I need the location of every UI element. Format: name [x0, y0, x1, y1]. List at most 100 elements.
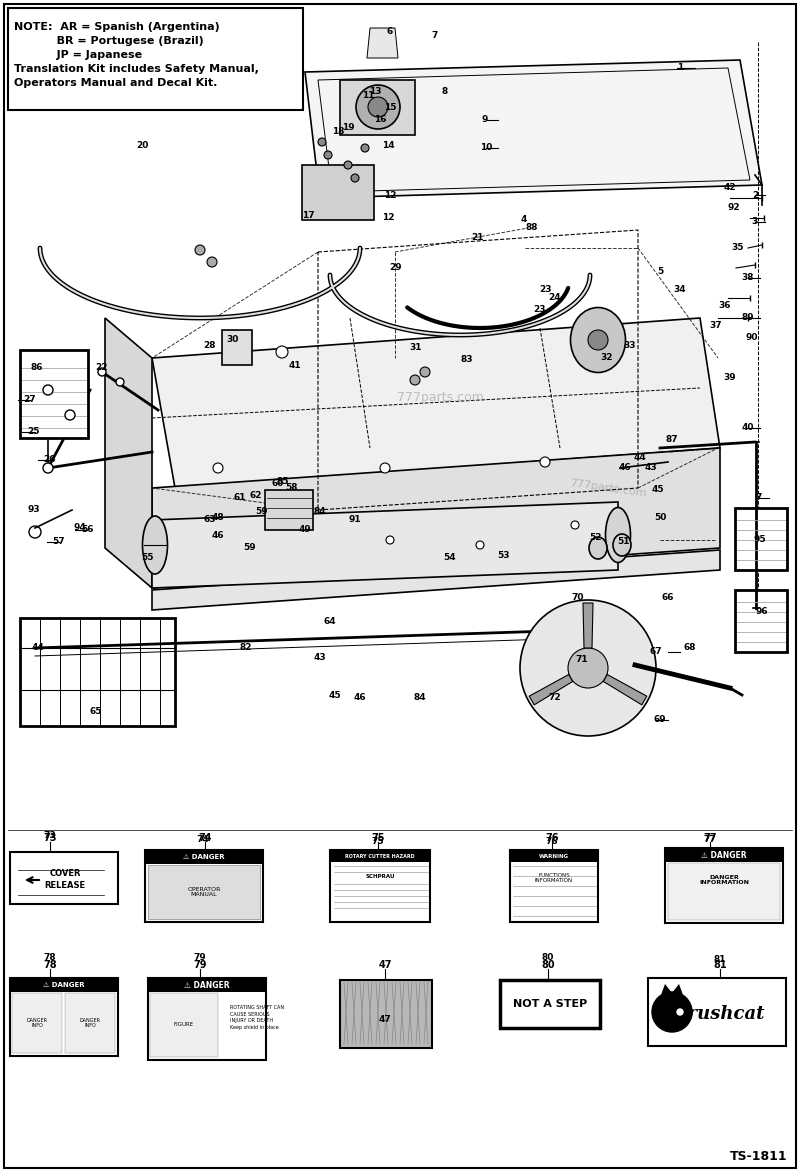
Text: 12: 12 — [384, 191, 396, 200]
Bar — [500, 980, 600, 1028]
Text: RELEASE: RELEASE — [45, 880, 86, 890]
Bar — [150, 993, 218, 1057]
Text: 17: 17 — [302, 211, 314, 219]
Circle shape — [677, 1009, 683, 1015]
Bar — [340, 980, 432, 1048]
Text: 27: 27 — [24, 395, 36, 404]
Text: 38: 38 — [742, 273, 754, 282]
Text: 85: 85 — [277, 477, 290, 486]
Polygon shape — [672, 984, 683, 995]
Text: 18: 18 — [332, 128, 344, 136]
Bar — [668, 863, 780, 920]
Text: 31: 31 — [410, 343, 422, 353]
Text: 66: 66 — [662, 593, 674, 602]
Text: 4: 4 — [521, 216, 527, 225]
Text: 71: 71 — [576, 655, 588, 665]
Text: 24: 24 — [549, 293, 562, 302]
Text: 777parts.com: 777parts.com — [397, 391, 483, 404]
Text: 1: 1 — [677, 63, 683, 73]
Bar — [510, 850, 598, 861]
Text: 57: 57 — [53, 538, 66, 546]
Text: 8: 8 — [442, 88, 448, 96]
Text: 7: 7 — [432, 30, 438, 40]
Bar — [735, 590, 787, 652]
Text: 94: 94 — [74, 524, 86, 532]
Text: 81: 81 — [714, 955, 726, 965]
Ellipse shape — [570, 307, 626, 373]
Text: brushcat: brushcat — [675, 1006, 765, 1023]
Text: 52: 52 — [590, 533, 602, 543]
Text: DANGER
INFO: DANGER INFO — [79, 1017, 101, 1028]
Text: 49: 49 — [298, 525, 311, 534]
Circle shape — [351, 173, 359, 182]
Circle shape — [386, 536, 394, 544]
Bar — [148, 977, 266, 1059]
Polygon shape — [152, 502, 618, 588]
Text: 96: 96 — [756, 607, 768, 616]
Text: COVER: COVER — [50, 868, 81, 878]
Text: 6: 6 — [387, 27, 393, 36]
Bar — [10, 977, 118, 1056]
Text: 76: 76 — [546, 838, 558, 846]
Text: 46: 46 — [212, 531, 224, 539]
Bar — [735, 507, 787, 570]
Text: 43: 43 — [314, 654, 326, 662]
Circle shape — [652, 992, 692, 1033]
Text: 33: 33 — [624, 341, 636, 349]
Text: 36: 36 — [718, 300, 731, 309]
Bar — [65, 993, 115, 1052]
Text: 74: 74 — [197, 836, 210, 845]
Text: 2: 2 — [752, 191, 758, 199]
Polygon shape — [661, 984, 672, 995]
Circle shape — [476, 541, 484, 548]
Text: 79: 79 — [194, 960, 206, 970]
Text: 72: 72 — [549, 694, 562, 702]
Text: 76: 76 — [546, 833, 558, 843]
Bar — [10, 977, 118, 992]
Polygon shape — [530, 675, 573, 704]
Text: 62: 62 — [250, 491, 262, 500]
Circle shape — [43, 384, 53, 395]
Text: 78: 78 — [44, 954, 56, 962]
Text: 88: 88 — [526, 224, 538, 232]
Bar — [302, 165, 374, 220]
Polygon shape — [603, 675, 646, 704]
Text: 90: 90 — [746, 334, 758, 342]
Text: 14: 14 — [382, 141, 394, 150]
Text: NOTE:  AR = Spanish (Argentina): NOTE: AR = Spanish (Argentina) — [14, 22, 220, 32]
Bar — [330, 850, 430, 922]
Text: 3: 3 — [752, 218, 758, 226]
Text: 20: 20 — [136, 141, 148, 150]
Text: 45: 45 — [329, 691, 342, 701]
Text: 79: 79 — [194, 954, 206, 962]
Text: 39: 39 — [724, 374, 736, 382]
Bar — [665, 849, 783, 861]
Text: 86: 86 — [30, 363, 43, 373]
Circle shape — [195, 245, 205, 255]
Text: ROTARY CUTTER HAZARD: ROTARY CUTTER HAZARD — [345, 853, 415, 859]
Text: 32: 32 — [601, 354, 614, 362]
Text: DANGER
INFO: DANGER INFO — [26, 1017, 47, 1028]
Text: 12: 12 — [382, 213, 394, 223]
Text: 63: 63 — [204, 516, 216, 525]
Text: 45: 45 — [652, 485, 664, 495]
Text: 80: 80 — [542, 954, 554, 962]
Text: 60: 60 — [272, 479, 284, 489]
Text: 70: 70 — [572, 593, 584, 602]
Text: DANGER
INFORMATION: DANGER INFORMATION — [699, 874, 749, 885]
Text: 87: 87 — [666, 436, 678, 444]
Circle shape — [276, 346, 288, 357]
Circle shape — [380, 463, 390, 473]
Text: Translation Kit includes Safety Manual,: Translation Kit includes Safety Manual, — [14, 64, 259, 74]
Bar — [510, 850, 598, 922]
Circle shape — [420, 367, 430, 377]
Bar — [265, 490, 313, 530]
Ellipse shape — [606, 507, 630, 563]
Text: 47: 47 — [378, 1015, 391, 1024]
Circle shape — [568, 648, 608, 688]
Text: FUNCTIONS
INFORMATION: FUNCTIONS INFORMATION — [535, 873, 573, 884]
Text: 95: 95 — [754, 536, 766, 545]
Text: 15: 15 — [384, 103, 396, 113]
Text: 89: 89 — [742, 313, 754, 322]
Text: 91: 91 — [349, 516, 362, 525]
